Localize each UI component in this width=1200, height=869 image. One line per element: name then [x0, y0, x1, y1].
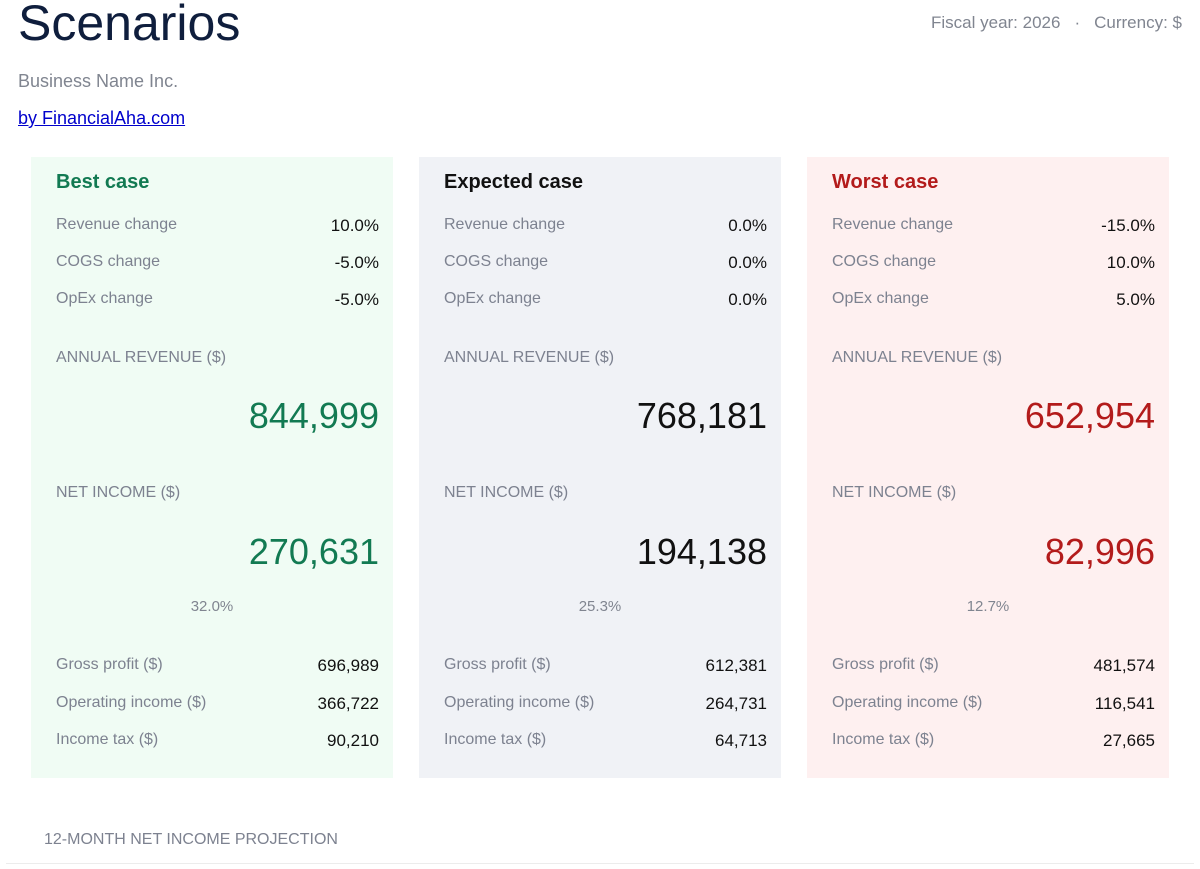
credit-link[interactable]: by FinancialAha.com	[18, 108, 186, 128]
opex-change-row: OpEx change -5.0%	[56, 290, 379, 310]
fiscal-meta: Fiscal year: 2026 · Currency: $	[931, 13, 1182, 33]
scenario-card-worst: Worst case Revenue change -15.0% COGS ch…	[807, 157, 1169, 778]
opex-change-label: OpEx change	[56, 290, 153, 307]
scenario-title: Best case	[56, 171, 150, 193]
opex-change-value: 0.0%	[728, 290, 767, 309]
net-income-label: NET INCOME ($)	[444, 484, 569, 501]
gross-profit-row: Gross profit ($) 696,989	[56, 656, 379, 676]
revenue-change-value: 0.0%	[728, 216, 767, 235]
income-tax-value: 64,713	[715, 731, 767, 750]
annual-revenue-value: 652,954	[1024, 395, 1155, 436]
opex-change-row: OpEx change 0.0%	[444, 290, 767, 310]
page-title: Scenarios	[18, 0, 241, 51]
net-income-label: NET INCOME ($)	[56, 484, 181, 501]
cogs-change-label: COGS change	[832, 253, 937, 270]
scenario-title: Expected case	[444, 171, 583, 193]
income-tax-label: Income tax ($)	[444, 731, 547, 748]
opex-change-value: 5.0%	[1116, 290, 1155, 309]
cogs-change-row: COGS change 10.0%	[832, 253, 1155, 273]
opex-change-row: OpEx change 5.0%	[832, 290, 1155, 310]
annual-revenue-value: 844,999	[248, 395, 379, 436]
gross-profit-row: Gross profit ($) 612,381	[444, 656, 767, 676]
annual-revenue-value: 768,181	[636, 395, 767, 436]
operating-income-label: Operating income ($)	[832, 694, 983, 711]
net-margin: 12.7%	[966, 598, 1010, 615]
cogs-change-label: COGS change	[56, 253, 161, 270]
revenue-change-value: -15.0%	[1101, 216, 1155, 235]
meta-separator: ·	[1074, 13, 1081, 32]
cogs-change-value: 0.0%	[728, 253, 767, 272]
section-divider	[6, 863, 1194, 864]
scenario-title: Worst case	[832, 171, 939, 193]
revenue-change-row: Revenue change -15.0%	[832, 216, 1155, 236]
cogs-change-row: COGS change -5.0%	[56, 253, 379, 273]
gross-profit-label: Gross profit ($)	[444, 656, 551, 673]
cogs-change-value: 10.0%	[1106, 253, 1155, 272]
net-income-value: 270,631	[248, 531, 379, 572]
revenue-change-row: Revenue change 10.0%	[56, 216, 379, 236]
opex-change-value: -5.0%	[334, 290, 379, 309]
gross-profit-row: Gross profit ($) 481,574	[832, 656, 1155, 676]
annual-revenue-label: ANNUAL REVENUE ($)	[56, 349, 227, 366]
revenue-change-label: Revenue change	[444, 216, 565, 233]
operating-income-row: Operating income ($) 116,541	[832, 694, 1155, 714]
net-margin: 25.3%	[578, 598, 622, 615]
annual-revenue-label: ANNUAL REVENUE ($)	[444, 349, 615, 366]
operating-income-row: Operating income ($) 366,722	[56, 694, 379, 714]
operating-income-value: 366,722	[317, 694, 379, 713]
annual-revenue-label: ANNUAL REVENUE ($)	[832, 349, 1003, 366]
gross-profit-label: Gross profit ($)	[832, 656, 939, 673]
income-tax-label: Income tax ($)	[832, 731, 935, 748]
company-name: Business Name Inc.	[18, 71, 179, 91]
fiscal-year: Fiscal year: 2026	[931, 13, 1061, 32]
operating-income-label: Operating income ($)	[444, 694, 595, 711]
opex-change-label: OpEx change	[444, 290, 541, 307]
income-tax-value: 90,210	[327, 731, 379, 750]
net-income-label: NET INCOME ($)	[832, 484, 957, 501]
operating-income-value: 116,541	[1094, 694, 1155, 713]
revenue-change-label: Revenue change	[56, 216, 177, 233]
opex-change-label: OpEx change	[832, 290, 929, 307]
scenario-card-expected: Expected case Revenue change 0.0% COGS c…	[419, 157, 781, 778]
gross-profit-label: Gross profit ($)	[56, 656, 163, 673]
operating-income-label: Operating income ($)	[56, 694, 207, 711]
income-tax-row: Income tax ($) 90,210	[56, 731, 379, 751]
revenue-change-label: Revenue change	[832, 216, 953, 233]
gross-profit-value: 481,574	[1093, 656, 1155, 675]
cogs-change-label: COGS change	[444, 253, 549, 270]
operating-income-value: 264,731	[705, 694, 767, 713]
net-income-value: 82,996	[1044, 531, 1155, 572]
operating-income-row: Operating income ($) 264,731	[444, 694, 767, 714]
revenue-change-value: 10.0%	[330, 216, 379, 235]
income-tax-label: Income tax ($)	[56, 731, 159, 748]
net-margin: 32.0%	[190, 598, 234, 615]
income-tax-row: Income tax ($) 27,665	[832, 731, 1155, 751]
projection-section-title: 12-MONTH NET INCOME PROJECTION	[44, 831, 338, 848]
income-tax-row: Income tax ($) 64,713	[444, 731, 767, 751]
gross-profit-value: 696,989	[317, 656, 379, 675]
cogs-change-row: COGS change 0.0%	[444, 253, 767, 273]
gross-profit-value: 612,381	[705, 656, 767, 675]
scenario-card-best: Best case Revenue change 10.0% COGS chan…	[31, 157, 393, 778]
currency: Currency: $	[1094, 13, 1182, 32]
revenue-change-row: Revenue change 0.0%	[444, 216, 767, 236]
net-income-value: 194,138	[636, 531, 767, 572]
cogs-change-value: -5.0%	[334, 253, 379, 272]
income-tax-value: 27,665	[1103, 731, 1155, 750]
